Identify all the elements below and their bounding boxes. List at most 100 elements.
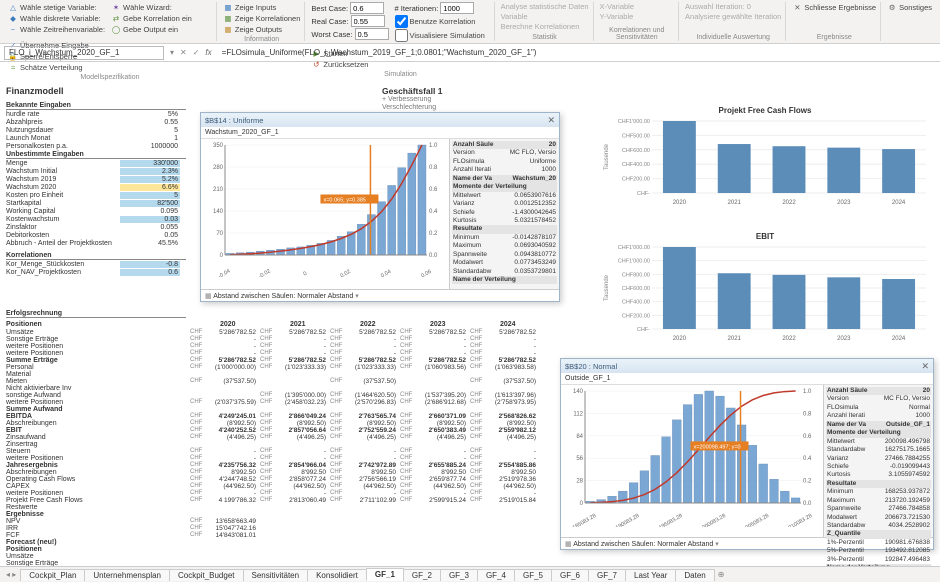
table-cell: - <box>204 455 256 462</box>
prop-row: Kurtosis3.1055974592 <box>826 471 931 479</box>
korrelation-checkbox[interactable] <box>395 15 408 28</box>
real-case-input[interactable] <box>351 15 385 27</box>
table-cell: - <box>344 350 396 357</box>
variable[interactable]: Variable <box>501 12 589 21</box>
table-cell: (1'613'397.96) <box>484 392 536 399</box>
wahle-stetige[interactable]: △ Wähle stetige Variable: <box>8 2 105 12</box>
table-cell: - <box>484 350 536 357</box>
tab-GF_4[interactable]: GF_4 <box>477 569 515 581</box>
visualize-checkbox[interactable] <box>395 29 408 42</box>
prop-row: Mittelwert200098.496798 <box>826 438 931 446</box>
analyse-gewahlte[interactable]: Analysiere gewählte Iteration <box>685 12 781 21</box>
table-cell: 2'866'049.24 <box>274 413 326 420</box>
iterations-input[interactable] <box>440 2 474 14</box>
berechne-korr[interactable]: Berechne Korrelationen <box>501 22 589 31</box>
tab-GF_2[interactable]: GF_2 <box>403 569 441 581</box>
gebe-output[interactable]: ◯ Gebe Output ein <box>111 24 192 34</box>
row-value: 82'500 <box>120 200 180 207</box>
svg-text:0.04: 0.04 <box>380 269 392 279</box>
tab-Unternehmensplan[interactable]: Unternehmensplan <box>84 569 170 581</box>
table-cell: (37'537.50) <box>204 378 256 385</box>
tab-Sensitivitäten[interactable]: Sensitivitäten <box>243 569 309 581</box>
y-var[interactable]: Y-Variable <box>600 12 634 21</box>
table-cell: 2'519'978.36 <box>484 476 536 483</box>
float-chart-normal[interactable]: $B$20 : Normal✕ Outside_GF_1 02856841121… <box>560 358 934 550</box>
wahle-zeitreihen[interactable]: ~ Wähle Zeitreihenvariable: <box>8 24 105 34</box>
tab-Last Year[interactable]: Last Year <box>625 569 676 581</box>
row-label: Wachstum Initial <box>6 168 57 175</box>
table-cell: 4'240'252.52 <box>204 427 256 434</box>
svg-text:2021: 2021 <box>728 200 742 206</box>
zeige-korrelationen-icon: ▦ <box>223 13 233 23</box>
year-header: 2022 <box>360 321 376 328</box>
best-case-input[interactable] <box>350 2 384 14</box>
svg-text:0.2: 0.2 <box>429 231 438 237</box>
fx-icon[interactable]: fx <box>205 48 211 57</box>
zeige-korrelationen[interactable]: ▦ Zeige Korrelationen <box>223 13 300 23</box>
name-box[interactable]: FLO_i_Wachstum_2020_GF_1 <box>4 46 164 60</box>
table-cell: - <box>484 336 536 343</box>
row-label: Zinsfaktor <box>6 224 37 231</box>
zeige-outputs[interactable]: ▦ Zeige Outputs <box>223 24 300 34</box>
row-label: Wachstum 2019 <box>6 176 56 183</box>
tab-Daten[interactable]: Daten <box>675 569 714 581</box>
worst-case-input[interactable] <box>355 28 389 40</box>
auswahl-iter[interactable]: Auswahl Iteration: 0 <box>685 2 781 11</box>
table-cell: - <box>414 490 466 497</box>
table-cell: 5'286'782.52 <box>204 329 256 336</box>
table-row-label: Umsätze <box>6 329 34 336</box>
svg-text:-0.02: -0.02 <box>258 268 272 279</box>
tab-GF_3[interactable]: GF_3 <box>440 569 478 581</box>
table-cell: 5'286'782.52 <box>484 329 536 336</box>
table-cell: (8'992.50) <box>274 420 326 427</box>
x-var[interactable]: X-Variable <box>600 2 634 11</box>
svg-text:70: 70 <box>216 231 223 237</box>
tab-Cockpit_Plan[interactable]: Cockpit_Plan <box>20 569 85 581</box>
sonstiges-icon: ⚙ <box>887 2 897 12</box>
tab-Konsolidiert[interactable]: Konsolidiert <box>307 569 367 581</box>
svg-text:0.8: 0.8 <box>429 165 438 171</box>
wahle-wizard[interactable]: ✶ Wähle Wizard: <box>111 2 192 12</box>
gebe-korrelation[interactable]: ⇄ Gebe Korrelation ein <box>111 13 192 23</box>
formula-input[interactable]: =FLOsimula_Uniforme(FLO_i_Wachstum_2019_… <box>218 48 936 57</box>
table-cell: 2'568'826.62 <box>484 413 536 420</box>
prop-row: Anzahl Säule20 <box>452 141 557 149</box>
dropdown-icon[interactable]: ▾ <box>170 48 174 57</box>
tab-GF_5[interactable]: GF_5 <box>514 569 552 581</box>
table-cell: - <box>484 490 536 497</box>
float-chart-uniforme[interactable]: $B$14 : Uniforme✕ Wachstum_2020_GF_1 070… <box>200 112 560 302</box>
svg-text:210: 210 <box>213 187 224 193</box>
schliesse[interactable]: ✕ Schliesse Ergebnisse <box>792 2 876 12</box>
svg-text:195083.28: 195083.28 <box>658 513 684 527</box>
ribbon-group-modelspec: △ Wähle stetige Variable: ◆ Wähle diskre… <box>4 2 217 41</box>
ribbon: △ Wähle stetige Variable: ◆ Wähle diskre… <box>0 0 940 44</box>
svg-text:210083.28: 210083.28 <box>788 513 814 527</box>
wahle-diskrete-icon: ◆ <box>8 13 18 23</box>
prop-row: Anzahl Iterati1000 <box>452 166 557 174</box>
svg-text:CHF200.00: CHF200.00 <box>622 313 650 319</box>
wahle-diskrete[interactable]: ◆ Wähle diskrete Variable: <box>8 13 105 23</box>
svg-text:56: 56 <box>576 456 583 462</box>
table-cell: - <box>204 448 256 455</box>
table-cell: 2'559'982.12 <box>484 427 536 434</box>
tab-GF_7[interactable]: GF_7 <box>588 569 626 581</box>
close-icon[interactable]: ✕ <box>547 115 555 126</box>
table-cell: 4'244'748.52 <box>204 476 256 483</box>
tab-Cockpit_Budget[interactable]: Cockpit_Budget <box>169 569 243 581</box>
table-cell: (1'023'333.33) <box>274 364 326 371</box>
analyse-stat[interactable]: Analyse statistische Daten <box>501 2 589 11</box>
close-icon[interactable]: ✕ <box>921 361 929 372</box>
table-cell: (8'992.50) <box>344 420 396 427</box>
tab-GF_6[interactable]: GF_6 <box>551 569 589 581</box>
svg-text:x=0.065; y=0.385: x=0.065; y=0.385 <box>323 198 366 204</box>
prop-row: Name der Verteilung <box>452 276 557 284</box>
svg-text:2023: 2023 <box>837 336 851 342</box>
table-row-label: Zinsaufwand <box>6 434 46 441</box>
tab-GF_1[interactable]: GF_1 <box>366 568 404 581</box>
zeige-inputs[interactable]: ▦ Zeige Inputs <box>223 2 300 12</box>
table-row-label: FCF <box>6 532 20 539</box>
sonstiges[interactable]: ⚙ Sonstiges <box>887 2 932 12</box>
prop-row: Varianz27466.7884255 <box>826 455 931 463</box>
table-row-label: Jahresergebnis <box>6 462 58 469</box>
table-row-label: Abschreibungen <box>6 469 57 476</box>
